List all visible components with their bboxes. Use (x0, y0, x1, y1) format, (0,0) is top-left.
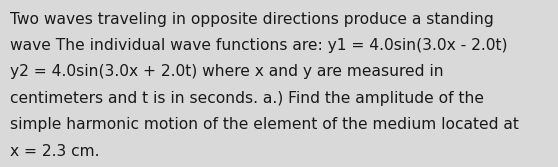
Text: centimeters and t is in seconds. a.) Find the amplitude of the: centimeters and t is in seconds. a.) Fin… (10, 91, 484, 106)
Text: simple harmonic motion of the element of the medium located at: simple harmonic motion of the element of… (10, 117, 519, 132)
Text: wave The individual wave functions are: y1 = 4.0sin(3.0x - 2.0t): wave The individual wave functions are: … (10, 38, 508, 53)
Text: y2 = 4.0sin(3.0x + 2.0t) where x and y are measured in: y2 = 4.0sin(3.0x + 2.0t) where x and y a… (10, 64, 444, 79)
Text: Two waves traveling in opposite directions produce a standing: Two waves traveling in opposite directio… (10, 12, 494, 27)
Text: x = 2.3 cm.: x = 2.3 cm. (10, 144, 99, 159)
